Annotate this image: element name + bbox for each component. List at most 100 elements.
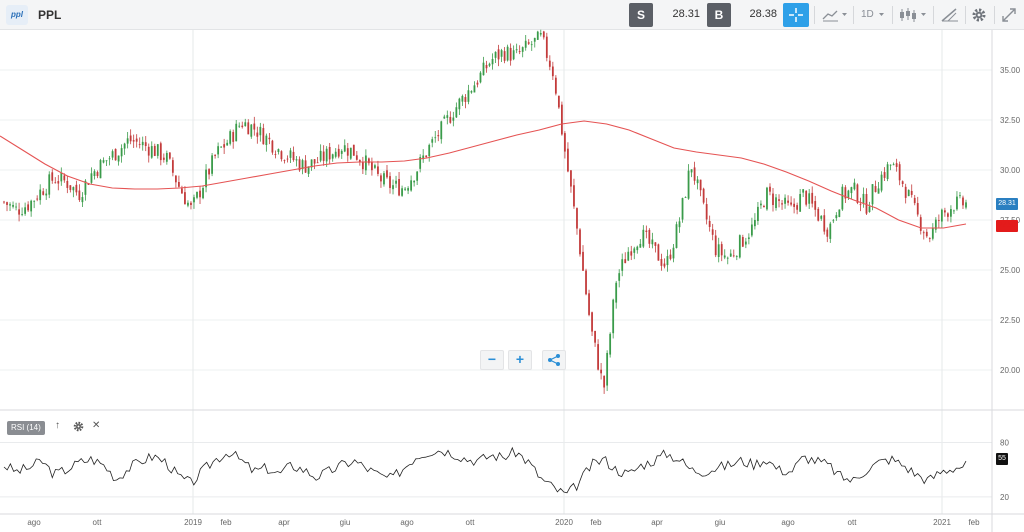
candle-body (844, 187, 847, 199)
candle-body (645, 230, 648, 232)
candle-body (398, 178, 400, 196)
candle-body (871, 184, 874, 205)
plus-icon: + (515, 351, 525, 367)
candle-body (838, 209, 841, 217)
candle-body (87, 183, 90, 185)
zoom-out-button[interactable]: − (480, 350, 504, 370)
candle-body (726, 257, 729, 259)
candle-body (280, 151, 283, 160)
candle-body (916, 203, 919, 215)
candle-body (639, 243, 642, 248)
candle-body (931, 227, 934, 239)
x-tick-label: ago (27, 518, 41, 527)
candle-body (760, 203, 762, 206)
candle-body (389, 176, 391, 188)
candle-body (886, 164, 889, 180)
close-indicator-button[interactable]: ✕ (92, 420, 101, 431)
candle-body (147, 146, 150, 156)
timeframe-button[interactable]: 1D (861, 3, 891, 27)
candle-body (322, 151, 325, 161)
candle-body (754, 219, 756, 227)
share-button[interactable] (542, 350, 566, 370)
candle-body (271, 140, 274, 153)
candle-body (515, 49, 518, 51)
candle-body (437, 135, 440, 137)
candle-body (808, 193, 811, 204)
drawing-tools-button[interactable] (938, 3, 964, 27)
candle-body (304, 160, 307, 173)
line-chart-icon (822, 10, 847, 22)
instrument-logo: ppl (6, 5, 28, 25)
candle-body (699, 179, 702, 191)
candle-body (937, 220, 940, 222)
candle-body (190, 202, 192, 205)
candle-body (265, 135, 268, 146)
candle-body (811, 192, 814, 204)
candle-body (18, 209, 20, 215)
candle-body (784, 197, 786, 204)
candle-body (241, 125, 244, 128)
last-price-badge: 28.31 (996, 198, 1018, 210)
rsi-indicator-label[interactable]: RSI (14) (7, 421, 45, 435)
buy-button[interactable]: B (707, 3, 731, 27)
zoom-in-button[interactable]: + (508, 350, 532, 370)
candle-body (48, 174, 51, 195)
candle-body (769, 186, 771, 192)
candle-body (630, 251, 633, 256)
candle-body (901, 181, 904, 185)
x-tick-label: apr (278, 518, 290, 527)
candle-body (425, 155, 428, 158)
candle-body (153, 145, 156, 156)
candle-body (419, 157, 422, 169)
candle-body (410, 180, 413, 191)
candle-body (750, 224, 753, 236)
candle-body (250, 124, 253, 137)
gear-icon (972, 8, 986, 22)
settings-button[interactable] (969, 3, 989, 27)
candle-body (678, 221, 681, 228)
candle-body (509, 47, 512, 61)
candle-body (757, 206, 759, 222)
candle-body (479, 72, 482, 83)
candle-body (105, 160, 108, 162)
candle-body (790, 202, 792, 205)
candle-body (892, 164, 895, 166)
crosshair-button[interactable] (783, 3, 809, 27)
candle-body (928, 238, 931, 239)
x-tick-label: feb (220, 518, 232, 527)
candle-body (660, 259, 663, 266)
candle-body (30, 200, 33, 212)
candle-body (672, 247, 675, 259)
candle-body (910, 190, 913, 195)
candle-body (693, 167, 696, 181)
candle-type-button[interactable] (897, 3, 931, 27)
candle-body (443, 116, 446, 119)
candle-body (66, 180, 69, 188)
candle-body (331, 154, 334, 159)
gear-icon (73, 421, 84, 432)
fullscreen-button[interactable] (998, 3, 1020, 27)
candle-body (96, 172, 99, 177)
candle-body (307, 166, 310, 174)
move-up-button[interactable]: ↑ (55, 420, 60, 431)
chart-type-button[interactable] (820, 3, 850, 27)
candle-body (585, 270, 587, 295)
candle-body (618, 273, 621, 281)
candle-body (874, 186, 877, 193)
x-tick-label: ago (400, 518, 414, 527)
sell-button[interactable]: S (629, 3, 653, 27)
candle-body (24, 207, 27, 214)
candle-body (898, 164, 901, 181)
candle-body (401, 188, 403, 196)
candle-body (99, 160, 102, 179)
candle-body (9, 204, 11, 206)
candle-body (711, 229, 714, 235)
candle-body (805, 190, 808, 205)
candle-body (862, 193, 865, 203)
candle-body (497, 49, 500, 60)
candle-body (895, 163, 898, 167)
candle-body (371, 161, 373, 171)
ma-price-badge: 27.50 (996, 220, 1018, 232)
candle-body (78, 190, 81, 201)
